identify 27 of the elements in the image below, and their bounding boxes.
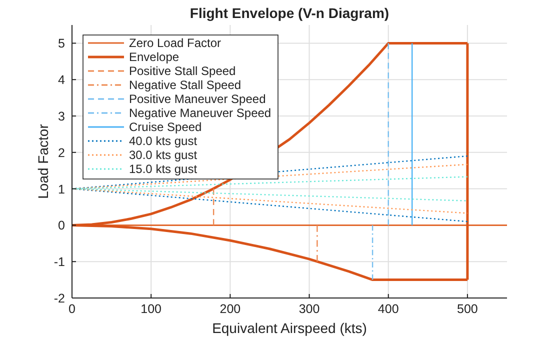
legend-label: 15.0 kts gust (129, 162, 198, 176)
x-tick-label: 0 (68, 302, 76, 316)
legend-label: Zero Load Factor (129, 36, 222, 50)
y-tick-label: 4 (58, 73, 66, 88)
y-tick-label: 3 (58, 110, 66, 124)
legend-label: Positive Stall Speed (129, 64, 236, 78)
legend-label: Negative Maneuver Speed (129, 106, 272, 120)
legend-label: 30.0 kts gust (129, 148, 198, 162)
chart-title: Flight Envelope (V-n Diagram) (190, 5, 390, 21)
x-tick-label: 200 (220, 302, 241, 316)
legend-label: Negative Stall Speed (129, 78, 242, 92)
x-tick-label: 500 (457, 302, 478, 316)
x-tick-label: 400 (378, 302, 399, 316)
y-tick-label: 0 (58, 218, 66, 233)
y-tick-label: -2 (54, 292, 66, 306)
legend-label: 40.0 kts gust (129, 134, 198, 148)
y-tick-label: 5 (58, 36, 66, 51)
x-tick-label: 100 (140, 302, 162, 316)
legend-label: Positive Maneuver Speed (129, 92, 266, 106)
y-axis-title: Load Factor (35, 124, 51, 199)
legend-label: Cruise Speed (129, 120, 202, 134)
x-axis-title: Equivalent Airspeed (kts) (212, 320, 367, 336)
legend-label: Envelope (129, 50, 180, 64)
x-tick-label: 300 (298, 302, 320, 316)
y-tick-label: 1 (58, 182, 66, 196)
y-tick-label: 2 (58, 146, 66, 160)
y-tick-label: -1 (54, 255, 66, 270)
